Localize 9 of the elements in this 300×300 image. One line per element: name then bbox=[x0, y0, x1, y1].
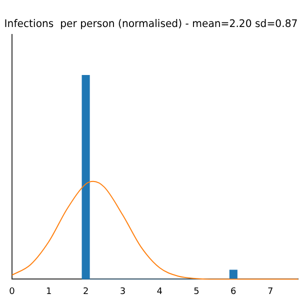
x-tick-label: 6 bbox=[230, 286, 237, 297]
x-tick-label: 4 bbox=[156, 286, 163, 297]
x-tick-label: 5 bbox=[194, 286, 200, 297]
chart-title: Infections per person (normalised) - mean=2.20 sd=0.87 bbox=[4, 18, 298, 30]
x-tick-label: 0 bbox=[9, 286, 16, 297]
x-tick-label: 7 bbox=[267, 286, 274, 297]
x-tick-label: 3 bbox=[120, 286, 126, 297]
x-tick-label: 1 bbox=[46, 286, 52, 297]
x-tick-label: 2 bbox=[82, 286, 89, 297]
